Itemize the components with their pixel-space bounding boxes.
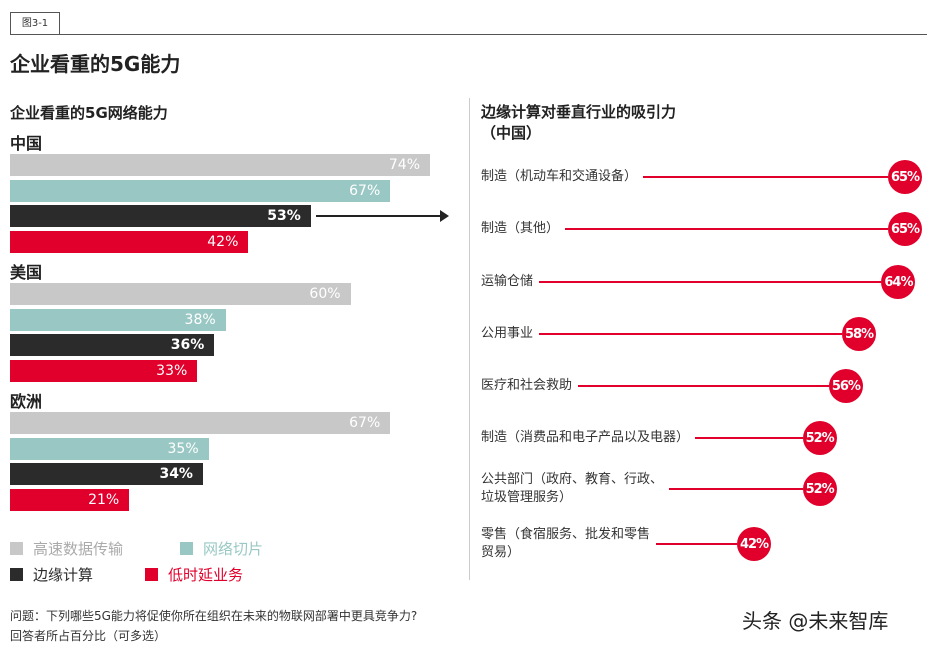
legend-label: 边缘计算	[33, 566, 94, 584]
legend-label: 网络切片	[203, 540, 264, 558]
footnote-question: 问题：下列哪些5G能力将促使你所在组织在未来的物联网部署中更具竞争力?	[10, 609, 418, 623]
right-chart-title: 边缘计算对垂直行业的吸引力 （中国）	[481, 103, 677, 142]
category-label: 制造（其他）	[481, 221, 560, 236]
bar: 74%	[10, 154, 430, 176]
value-circle: 65%	[888, 212, 922, 246]
arrow-head-icon	[440, 210, 449, 222]
bar-value-label: 38%	[184, 311, 216, 328]
lollipop-line	[578, 385, 829, 387]
figure-tag: 图3-1	[10, 12, 60, 35]
divider	[469, 98, 470, 580]
group-label: 中国	[10, 134, 43, 153]
legend-swatch	[10, 568, 23, 581]
value-circle: 58%	[842, 317, 877, 351]
legend-label: 高速数据传输	[33, 540, 124, 558]
lollipop-row: 制造（机动车和交通设备） 65%	[481, 160, 922, 194]
legend-swatch	[145, 568, 158, 581]
bar-value-label: 36%	[170, 337, 205, 354]
bar: 67%	[10, 412, 391, 434]
bar: 33%	[10, 360, 198, 383]
lollipop-row: 公用事业 58%	[481, 317, 877, 351]
lollipop-line	[643, 176, 888, 178]
bar-value-label: 33%	[156, 363, 188, 380]
legend-item: 网络切片	[180, 538, 263, 559]
legend-item: 边缘计算	[10, 564, 93, 585]
category-label: 零售（食宿服务、批发和零售 贸易）	[481, 527, 651, 560]
bar-value-label: 42%	[207, 234, 239, 251]
category-label: 公共部门（政府、教育、行政、 垃圾管理服务）	[481, 472, 664, 505]
bar: 67%	[10, 179, 391, 202]
value-circle: 42%	[737, 527, 771, 561]
watermark: 头条 @未来智库	[742, 609, 889, 633]
legend-label: 低时延业务	[168, 566, 244, 584]
group-label: 欧洲	[10, 392, 43, 411]
category-label: 制造（消费品和电子产品以及电器）	[481, 430, 690, 445]
bar-value-label: 35%	[167, 440, 199, 457]
bar-value-label: 74%	[388, 157, 420, 173]
lollipop-line	[539, 333, 843, 335]
bar: 53%	[10, 205, 311, 228]
arrow-line	[316, 215, 442, 217]
bar: 34%	[10, 463, 203, 486]
lollipop-row: 制造（其他） 65%	[481, 212, 922, 246]
category-label: 公用事业	[481, 326, 534, 341]
category-label: 运输仓储	[481, 274, 534, 289]
value-circle: 56%	[828, 369, 863, 403]
bar: 36%	[10, 334, 215, 357]
value-circle: 64%	[881, 265, 916, 299]
bar-value-label: 67%	[349, 182, 381, 199]
bar-value-label: 67%	[349, 415, 381, 431]
lollipop-row: 零售（食宿服务、批发和零售 贸易） 42%	[481, 527, 771, 561]
lollipop-line	[695, 437, 803, 439]
top-rule	[10, 34, 927, 35]
bar: 35%	[10, 437, 209, 460]
bar: 42%	[10, 231, 249, 254]
legend-item: 高速数据传输	[10, 538, 123, 559]
bar: 21%	[10, 489, 130, 512]
bar-value-label: 53%	[267, 208, 301, 225]
lollipop-row: 制造（消费品和电子产品以及电器） 52%	[481, 421, 837, 455]
lollipop-line	[656, 543, 737, 545]
bar: 38%	[10, 308, 226, 331]
bar: 60%	[10, 283, 351, 305]
lollipop-line	[539, 281, 882, 283]
value-circle: 52%	[802, 472, 837, 506]
group-label: 美国	[10, 263, 43, 282]
category-label: 医疗和社会救助	[481, 378, 573, 393]
lollipop-row: 公共部门（政府、教育、行政、 垃圾管理服务） 52%	[481, 472, 837, 506]
footnote-note: 回答者所占百分比（可多选）	[10, 629, 167, 643]
bar-value-label: 34%	[159, 466, 193, 483]
bar-value-label: 60%	[309, 286, 341, 302]
lollipop-line	[565, 228, 888, 230]
lollipop-line	[669, 488, 803, 490]
bar-value-label: 21%	[88, 492, 120, 509]
value-circle: 52%	[802, 421, 837, 455]
legend-swatch	[10, 542, 23, 555]
value-circle: 65%	[888, 160, 922, 194]
lollipop-row: 医疗和社会救助 56%	[481, 369, 863, 403]
category-label: 制造（机动车和交通设备）	[481, 169, 638, 184]
legend-item: 低时延业务	[145, 564, 243, 585]
left-chart-title: 企业看重的5G网络能力	[10, 104, 168, 122]
lollipop-row: 运输仓储 64%	[481, 265, 916, 299]
page-title: 企业看重的5G能力	[10, 52, 181, 76]
legend-swatch	[180, 542, 193, 555]
